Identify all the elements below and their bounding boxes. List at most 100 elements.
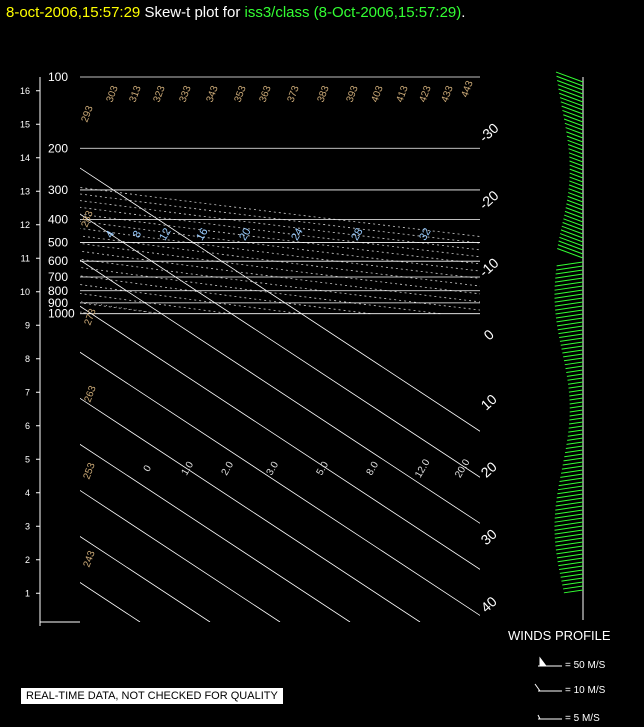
lower-ratio-label: 2.0 (220, 460, 237, 478)
wind-barb (558, 481, 584, 487)
wind-barb (562, 461, 584, 466)
wind-barb (559, 97, 584, 107)
theta-label: 363 (258, 84, 274, 104)
pressure-label: 400 (48, 213, 68, 227)
height-label: 6 (25, 421, 30, 431)
mixing-ratio-label: 28 (349, 226, 366, 243)
wind-barb (569, 409, 584, 413)
dry-adiabat (80, 258, 480, 311)
isotherm-line (80, 443, 351, 622)
pressure-label: 600 (48, 254, 68, 268)
wind-barb (556, 80, 584, 91)
theta-label: 313 (128, 84, 144, 104)
pressure-label: 700 (48, 270, 68, 284)
theta-label: 323 (152, 84, 168, 104)
wind-barb (566, 203, 584, 211)
lower-ratio-label: 8.0 (365, 460, 382, 478)
pressure-label: 1000 (48, 307, 75, 321)
wind-barb (555, 269, 584, 275)
wind-barb (556, 493, 584, 499)
theta-label: 333 (178, 84, 194, 104)
wind-barb (554, 529, 584, 535)
wind-barb (557, 557, 584, 563)
mixing-ratio-label: 16 (194, 226, 211, 243)
height-label: 11 (21, 253, 30, 263)
lower-ratio-label: 12.0 (413, 457, 432, 480)
wind-barb (567, 144, 584, 151)
isotherm-label-right: -30 (476, 120, 502, 146)
wind-key-10: = 10 M/S (565, 685, 606, 696)
wind-barb (559, 477, 584, 482)
wind-barb (565, 127, 584, 135)
wind-barb (556, 497, 584, 503)
wind-barb (565, 365, 584, 370)
wind-barb (567, 377, 584, 381)
wind-barb (560, 101, 584, 111)
title-suffix: . (461, 4, 466, 21)
wind-barb (554, 509, 584, 515)
height-label: 2 (25, 555, 30, 565)
wind-barb (566, 199, 584, 207)
wind-barb (564, 214, 584, 223)
wind-barb (567, 433, 584, 437)
wind-barb (556, 261, 584, 267)
wind-barb (561, 105, 584, 115)
wind-barb (554, 521, 584, 527)
wind-barb (565, 445, 584, 450)
wind-barb (560, 473, 584, 478)
wind-barb (568, 152, 584, 159)
wind-barb (557, 325, 584, 331)
wind-barb (562, 349, 584, 354)
height-label: 12 (20, 220, 30, 230)
theta-label: 403 (370, 84, 386, 104)
height-label: 13 (20, 186, 30, 196)
wind-barb (559, 92, 584, 103)
dry-adiabat (80, 311, 91, 315)
wind-key-50-symbol (538, 656, 562, 667)
height-label: 14 (20, 153, 30, 163)
wind-barb (556, 265, 584, 271)
wind-barb (558, 88, 584, 99)
wind-barb (567, 381, 584, 385)
moist-adiabat (80, 311, 92, 315)
quality-disclaimer: REAL-TIME DATA, NOT CHECKED FOR QUALITY (21, 688, 283, 704)
wind-barb (557, 84, 584, 95)
wind-barb (557, 489, 584, 495)
height-label: 5 (25, 454, 30, 464)
wind-barb (559, 333, 584, 339)
wind-barb (557, 485, 584, 491)
wind-barb (554, 525, 584, 531)
wind-barb (555, 505, 584, 511)
isotherm-label-right: -20 (476, 187, 502, 213)
isotherm-line (80, 167, 480, 432)
wind-barb (559, 236, 584, 247)
wind-barb (554, 285, 584, 291)
theta-label: 433 (440, 84, 456, 104)
wind-barb (554, 301, 584, 307)
wind-barb (555, 71, 584, 83)
wind-barb (554, 517, 584, 523)
mixing-ratio-label: 8 (131, 229, 144, 240)
theta-label: 393 (345, 84, 361, 104)
theta-label: 353 (233, 84, 249, 104)
height-label: 15 (20, 119, 30, 129)
wind-barb (554, 513, 584, 519)
wind-barb (558, 561, 584, 567)
lower-ratio-label: 0 (142, 463, 155, 474)
wind-barb (563, 118, 584, 127)
height-label: 16 (20, 86, 30, 96)
dry-adiabat (0, 77, 20, 314)
pressure-label: 800 (48, 284, 68, 298)
wind-key-50: = 50 M/S (565, 660, 606, 671)
wind-barb (556, 549, 584, 555)
isotherm-label-right: -10 (476, 254, 502, 280)
wind-barb (569, 405, 584, 409)
wind-barb (564, 122, 584, 131)
isotherm-line (80, 535, 211, 622)
wind-barb (554, 281, 584, 287)
wind-barb (568, 389, 584, 393)
wind-barb (569, 156, 584, 163)
wind-barb (557, 321, 584, 327)
height-label: 7 (25, 387, 30, 397)
